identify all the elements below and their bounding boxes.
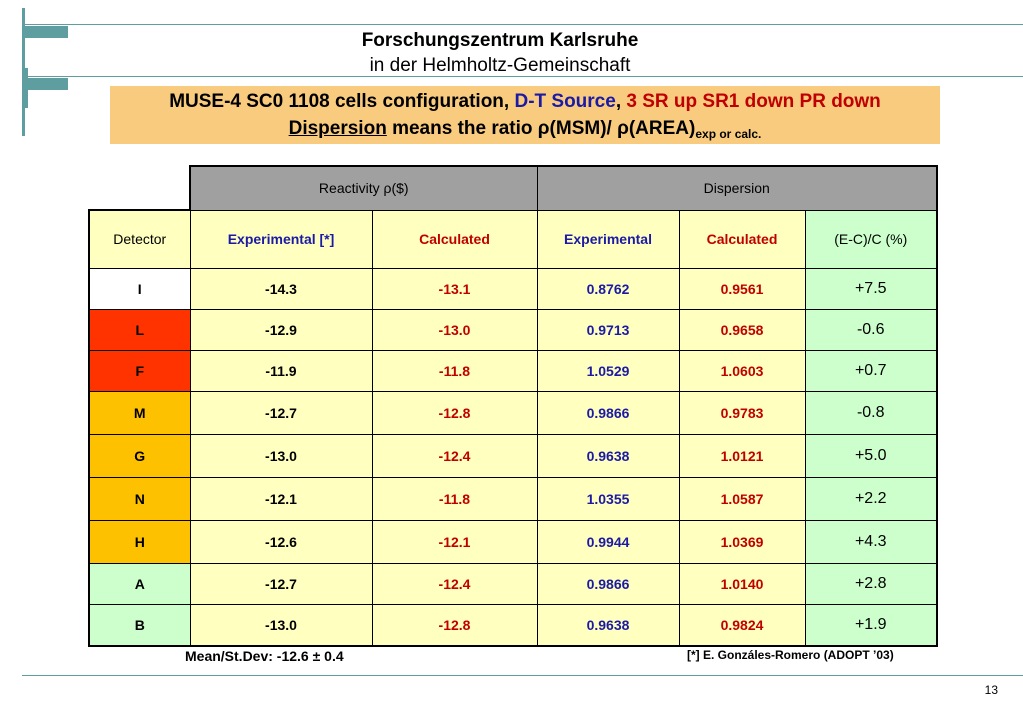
disp-calc-cell: 1.0603 — [678, 349, 806, 392]
disp-exp-cell: 0.9944 — [536, 519, 680, 564]
disp-calc-cell: 0.9783 — [678, 390, 806, 435]
detector-header: Detector — [88, 209, 191, 269]
detector-cell: N — [88, 476, 191, 521]
reactivity-header: Reactivity ρ($) — [189, 165, 538, 211]
react-calc-cell: -11.8 — [371, 349, 538, 392]
react-exp-cell: -14.3 — [189, 267, 373, 310]
disp-exp-header: Experimental — [536, 209, 680, 269]
react-calc-cell: -12.8 — [371, 390, 538, 435]
column-header-row: Detector Experimental [*] Calculated Exp… — [88, 209, 938, 269]
disp-exp-cell: 1.0529 — [536, 349, 680, 392]
institute-name: Forschungszentrum Karlsruhe — [361, 30, 639, 51]
disp-calc-cell: 0.9658 — [678, 308, 806, 351]
table-row: N -12.1 -11.8 1.0355 1.0587 +2.2 — [88, 476, 938, 521]
institute-subtitle: in der Helmholtz-Gemeinschaft — [369, 55, 631, 76]
react-calc-cell: -12.8 — [371, 603, 538, 647]
top-rule — [22, 24, 1023, 25]
disp-calc-header: Calculated — [678, 209, 806, 269]
detector-cell: B — [88, 603, 191, 647]
ec-cell: -0.6 — [804, 308, 938, 351]
react-exp-cell: -12.1 — [189, 476, 373, 521]
react-exp-cell: -12.6 — [189, 519, 373, 564]
ec-cell: +0.7 — [804, 349, 938, 392]
detector-cell: A — [88, 562, 191, 605]
table-row: M -12.7 -12.8 0.9866 0.9783 -0.8 — [88, 390, 938, 435]
disp-calc-cell: 1.0587 — [678, 476, 806, 521]
empty-corner — [89, 166, 190, 210]
react-exp-header: Experimental [*] — [189, 209, 373, 269]
disp-exp-cell: 0.9638 — [536, 433, 680, 478]
table-row: A -12.7 -12.4 0.9866 1.0140 +2.8 — [88, 562, 938, 605]
ec-cell: +1.9 — [804, 603, 938, 647]
page-number: 13 — [984, 683, 998, 697]
results-table: Reactivity ρ($) Dispersion Detector Expe… — [88, 165, 938, 647]
disp-exp-cell: 0.9713 — [536, 308, 680, 351]
disp-exp-cell: 1.0355 — [536, 476, 680, 521]
group-header-row: Reactivity ρ($) Dispersion — [89, 165, 938, 211]
disp-exp-cell: 0.9866 — [536, 562, 680, 605]
disp-calc-cell: 1.0369 — [678, 519, 806, 564]
title-line-1: MUSE-4 SC0 1108 cells configuration, D-T… — [169, 91, 881, 112]
disp-exp-cell: 0.8762 — [536, 267, 680, 310]
disp-calc-cell: 0.9824 — [678, 603, 806, 647]
table-row: G -13.0 -12.4 0.9638 1.0121 +5.0 — [88, 433, 938, 478]
react-calc-cell: -12.4 — [371, 562, 538, 605]
table-row: L -12.9 -13.0 0.9713 0.9658 -0.6 — [88, 308, 938, 351]
ec-cell: +4.3 — [804, 519, 938, 564]
detector-cell: I — [88, 267, 191, 310]
mean-stddev-note: Mean/St.Dev: -12.6 ± 0.4 — [185, 648, 344, 664]
title-line-2: Dispersion means the ratio ρ(MSM)/ ρ(ARE… — [288, 118, 762, 141]
dispersion-header: Dispersion — [536, 165, 938, 211]
react-exp-cell: -11.9 — [189, 349, 373, 392]
ec-header: (E-C)/C (%) — [804, 209, 938, 269]
react-calc-cell: -11.8 — [371, 476, 538, 521]
react-calc-header: Calculated — [371, 209, 538, 269]
react-exp-cell: -13.0 — [189, 603, 373, 647]
ec-cell: +5.0 — [804, 433, 938, 478]
react-calc-cell: -13.0 — [371, 308, 538, 351]
react-exp-cell: -12.7 — [189, 390, 373, 435]
react-calc-cell: -12.4 — [371, 433, 538, 478]
detector-cell: M — [88, 390, 191, 435]
bottom-rule — [22, 675, 1023, 676]
react-exp-cell: -13.0 — [189, 433, 373, 478]
detector-cell: H — [88, 519, 191, 564]
disp-calc-cell: 1.0121 — [678, 433, 806, 478]
header-rule — [22, 76, 1023, 77]
react-calc-cell: -12.1 — [371, 519, 538, 564]
reference-note: [*] E. Gonzáles-Romero (ADOPT ’03) — [687, 648, 894, 662]
detector-cell: G — [88, 433, 191, 478]
disp-calc-cell: 1.0140 — [678, 562, 806, 605]
react-calc-cell: -13.1 — [371, 267, 538, 310]
detector-cell: L — [88, 308, 191, 351]
react-exp-cell: -12.7 — [189, 562, 373, 605]
table-row: I -14.3 -13.1 0.8762 0.9561 +7.5 — [88, 267, 938, 310]
disp-exp-cell: 0.9866 — [536, 390, 680, 435]
ec-cell: -0.8 — [804, 390, 938, 435]
ec-cell: +7.5 — [804, 267, 938, 310]
table-row: F -11.9 -11.8 1.0529 1.0603 +0.7 — [88, 349, 938, 392]
ec-cell: +2.8 — [804, 562, 938, 605]
table-row: B -13.0 -12.8 0.9638 0.9824 +1.9 — [88, 603, 938, 647]
disp-calc-cell: 0.9561 — [678, 267, 806, 310]
ec-cell: +2.2 — [804, 476, 938, 521]
detector-cell: F — [88, 349, 191, 392]
table-row: H -12.6 -12.1 0.9944 1.0369 +4.3 — [88, 519, 938, 564]
slide-title: MUSE-4 SC0 1108 cells configuration, D-T… — [110, 86, 940, 144]
react-exp-cell: -12.9 — [189, 308, 373, 351]
disp-exp-cell: 0.9638 — [536, 603, 680, 647]
